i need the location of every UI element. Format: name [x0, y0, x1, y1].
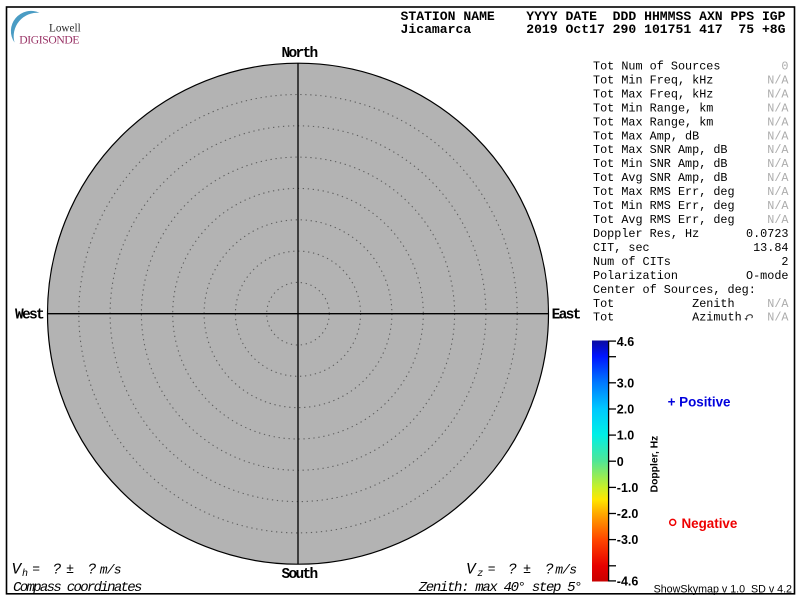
svg-text:13.84: 13.84 — [753, 241, 788, 255]
svg-text:-1.0: -1.0 — [617, 481, 639, 495]
svg-text:South: South — [281, 567, 317, 583]
svg-text:N/A: N/A — [767, 115, 789, 129]
svg-text:?: ? — [88, 562, 97, 578]
svg-text:CIT, sec: CIT, sec — [593, 241, 650, 255]
svg-text:N/A: N/A — [767, 213, 789, 227]
svg-text:ShowSkymap v 1.0 SD v 4.2: ShowSkymap v 1.0 SD v 4.2 — [654, 583, 792, 595]
svg-text:Tot Min Freq, kHz: Tot Min Freq, kHz — [593, 74, 713, 88]
svg-text:0: 0 — [781, 60, 788, 74]
svg-text:Polarization: Polarization — [593, 269, 678, 283]
svg-text:STATION NAME YYYY DATE DDD: STATION NAME YYYY DATE DDD HHMMSS AXN PP… — [401, 9, 786, 24]
svg-text:North: North — [281, 46, 317, 62]
svg-text:m/s: m/s — [555, 562, 576, 577]
svg-text:Doppler, Hz: Doppler, Hz — [650, 436, 661, 493]
svg-text:Tot Avg SNR Amp, dB: Tot Avg SNR Amp, dB — [593, 171, 728, 185]
svg-text:=: = — [32, 562, 40, 577]
svg-text:East: East — [552, 308, 581, 324]
svg-text:?: ? — [508, 562, 517, 578]
svg-text:1.0: 1.0 — [617, 429, 634, 443]
svg-text:0.0723: 0.0723 — [746, 227, 788, 241]
svg-text:4.6: 4.6 — [617, 335, 634, 349]
svg-text:±: ± — [523, 563, 531, 578]
svg-text:N/A: N/A — [767, 185, 789, 199]
svg-text:?: ? — [53, 562, 62, 578]
svg-text:Tot Avg RMS Err, deg: Tot Avg RMS Err, deg — [593, 213, 735, 227]
svg-text:V: V — [12, 560, 23, 578]
svg-text:N/A: N/A — [767, 157, 789, 171]
svg-text:N/A: N/A — [767, 129, 789, 143]
svg-text:+ Positive: + Positive — [668, 394, 731, 409]
svg-text:Tot Max SNR Amp, dB: Tot Max SNR Amp, dB — [593, 143, 728, 157]
svg-text:Tot Min Range, km: Tot Min Range, km — [593, 101, 713, 115]
svg-text:Tot Max Amp, dB: Tot Max Amp, dB — [593, 129, 699, 143]
svg-text:Tot Min SNR Amp, dB: Tot Min SNR Amp, dB — [593, 157, 728, 171]
svg-text:Compass coordinates: Compass coordinates — [13, 580, 142, 596]
svg-text:N/A: N/A — [767, 311, 789, 325]
svg-text:±: ± — [66, 563, 74, 578]
svg-text:N/A: N/A — [767, 199, 789, 213]
svg-text:Tot Zenith: Tot Zenith — [593, 297, 735, 311]
svg-text:3.0: 3.0 — [617, 377, 634, 391]
svg-text:-3.0: -3.0 — [617, 533, 639, 547]
svg-text:N/A: N/A — [767, 171, 789, 185]
svg-text:Doppler Res, Hz: Doppler Res, Hz — [593, 227, 699, 241]
svg-text:O-mode: O-mode — [746, 269, 788, 283]
svg-text:Tot Max Range, km: Tot Max Range, km — [593, 115, 713, 129]
svg-text:Negative: Negative — [682, 516, 738, 531]
svg-text:2.0: 2.0 — [617, 403, 634, 417]
svg-text:West: West — [15, 308, 44, 324]
svg-text:Num of CITs: Num of CITs — [593, 255, 671, 269]
svg-text:Center of Sources, deg:: Center of Sources, deg: — [593, 283, 756, 297]
svg-text:z: z — [477, 569, 483, 580]
svg-text:Tot Min RMS Err, deg: Tot Min RMS Err, deg — [593, 199, 735, 213]
svg-text:N/A: N/A — [767, 87, 789, 101]
svg-text:Tot Azimuth: Tot Azimuth — [593, 311, 742, 325]
svg-text:2: 2 — [781, 255, 788, 269]
svg-text:N/A: N/A — [767, 74, 789, 88]
svg-text:h: h — [22, 568, 28, 580]
svg-text:Lowell: Lowell — [49, 22, 81, 34]
svg-text:N/A: N/A — [767, 101, 789, 115]
svg-text:-4.6: -4.6 — [617, 574, 639, 588]
svg-text:DIGISONDE: DIGISONDE — [19, 33, 79, 46]
svg-text:Tot Max RMS Err, deg: Tot Max RMS Err, deg — [593, 185, 735, 199]
svg-text:-2.0: -2.0 — [617, 507, 639, 521]
svg-text:?: ? — [545, 562, 554, 578]
svg-text:N/A: N/A — [767, 297, 789, 311]
svg-text:Zenith: max 40° step 5°: Zenith: max 40° step 5° — [418, 580, 582, 596]
svg-text:0: 0 — [617, 455, 624, 469]
svg-text:N/A: N/A — [767, 143, 789, 157]
svg-text:=: = — [488, 562, 496, 577]
svg-text:Tot Max Freq, kHz: Tot Max Freq, kHz — [593, 87, 713, 101]
svg-text:Tot Num of Sources: Tot Num of Sources — [593, 60, 720, 74]
svg-text:m/s: m/s — [100, 562, 121, 577]
svg-text:Jicamarca 2019 Oct17 290: Jicamarca 2019 Oct17 290 101751 417 75 +… — [401, 22, 786, 37]
svg-text:V: V — [466, 560, 477, 578]
